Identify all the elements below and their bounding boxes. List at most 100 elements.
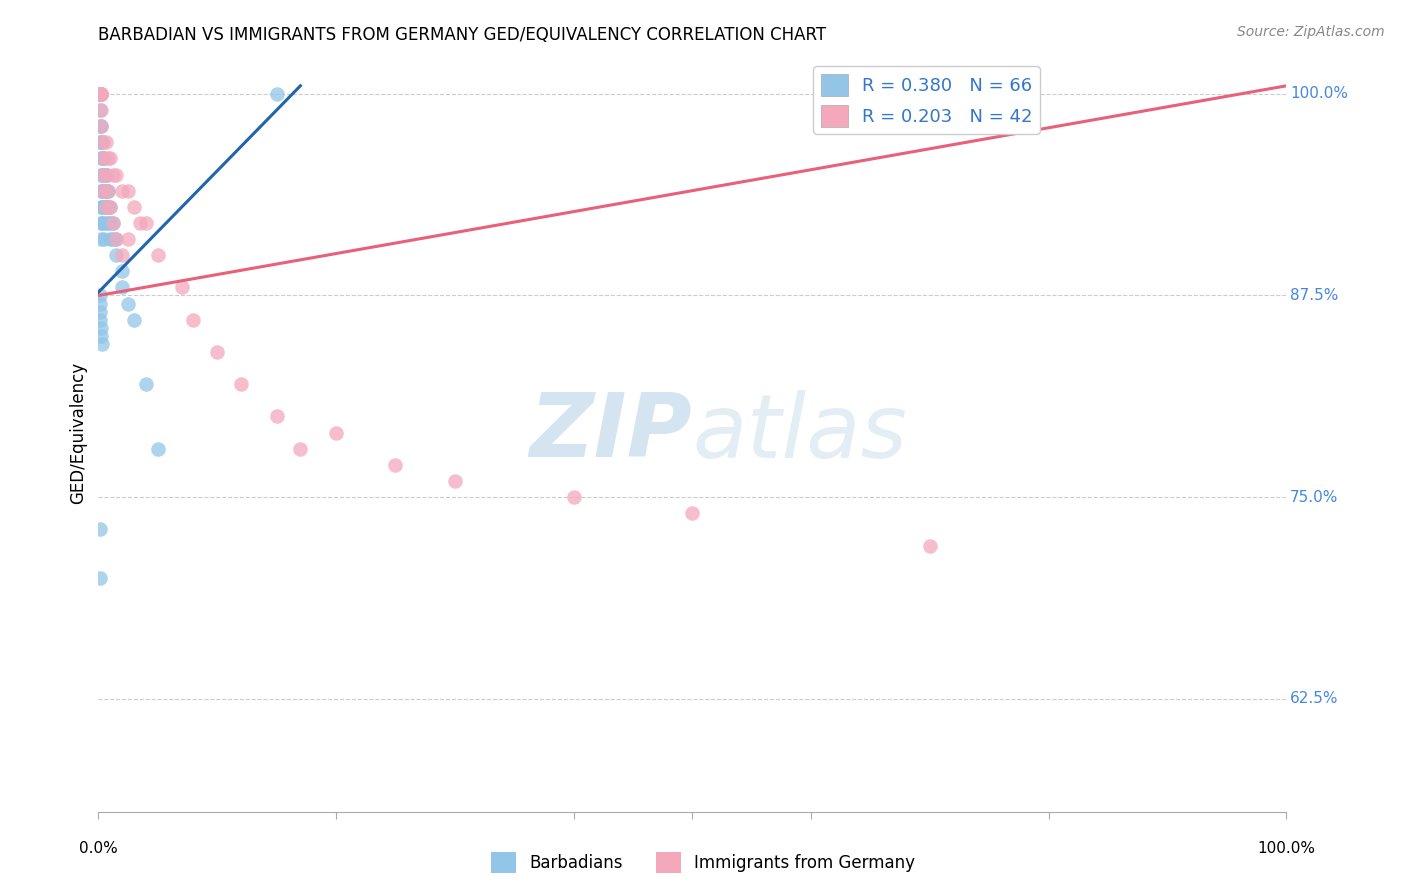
Point (93, 184, 115, 198)
Point (91, 184, 114, 198)
Point (105, 248, 128, 262)
Point (91, 168, 114, 182)
Point (91, 168, 114, 182)
Legend: Barbadians, Immigrants from Germany: Barbadians, Immigrants from Germany (484, 846, 922, 880)
Point (91, 135, 114, 149)
Point (91, 216, 114, 230)
Point (89, 135, 111, 149)
Point (98, 200, 121, 214)
Point (89, 87, 111, 101)
Point (90, 232, 112, 246)
Point (89, 288, 111, 302)
Point (105, 232, 128, 246)
Point (90, 87, 112, 101)
Point (93, 168, 115, 182)
Point (920, 539, 942, 553)
Point (89, 87, 111, 101)
Text: 87.5%: 87.5% (1291, 288, 1339, 303)
Text: Source: ZipAtlas.com: Source: ZipAtlas.com (1237, 25, 1385, 39)
Point (101, 216, 124, 230)
Text: BARBADIAN VS IMMIGRANTS FROM GERMANY GED/EQUIVALENCY CORRELATION CHART: BARBADIAN VS IMMIGRANTS FROM GERMANY GED… (98, 26, 827, 44)
Point (93, 200, 115, 214)
Point (90, 320, 112, 334)
Point (90, 87, 112, 101)
Point (146, 248, 169, 262)
Point (229, 377, 252, 392)
Text: 100.0%: 100.0% (1291, 87, 1348, 102)
Point (183, 312, 205, 326)
Point (97, 216, 120, 230)
Point (135, 377, 157, 392)
Point (89, 87, 111, 101)
Point (91, 152, 114, 166)
Point (105, 232, 128, 246)
Point (101, 216, 124, 230)
Point (89, 103, 111, 117)
Point (325, 425, 347, 440)
Point (90, 119, 112, 133)
Point (111, 248, 134, 262)
Point (89, 304, 111, 318)
Point (89, 571, 111, 585)
Point (90, 103, 112, 117)
Point (122, 312, 145, 326)
Point (90, 168, 112, 182)
Point (111, 280, 134, 294)
Text: 62.5%: 62.5% (1291, 691, 1339, 706)
Point (111, 184, 134, 198)
Point (94, 200, 117, 214)
Point (266, 87, 288, 101)
Point (90, 87, 112, 101)
Point (146, 442, 169, 456)
Point (129, 216, 152, 230)
Point (90, 184, 112, 198)
Point (96, 200, 118, 214)
Point (90, 87, 112, 101)
Point (91, 152, 114, 166)
Point (94, 216, 117, 230)
Point (90, 216, 112, 230)
Point (89, 119, 111, 133)
Point (89, 87, 111, 101)
Legend: R = 0.380   N = 66, R = 0.203   N = 42: R = 0.380 N = 66, R = 0.203 N = 42 (814, 66, 1040, 134)
Point (170, 280, 193, 294)
Point (266, 409, 288, 424)
Point (91, 216, 114, 230)
Point (91, 152, 114, 166)
Point (94, 168, 117, 182)
Point (89, 296, 111, 310)
Point (98, 232, 121, 246)
Point (91, 168, 114, 182)
Point (90, 135, 112, 149)
Point (90, 200, 112, 214)
Point (91, 200, 114, 214)
Point (111, 264, 134, 278)
Point (96, 168, 118, 182)
Point (444, 474, 467, 488)
Point (117, 232, 139, 246)
Text: 100.0%: 100.0% (1257, 841, 1316, 855)
Point (90, 328, 112, 343)
Point (117, 296, 139, 310)
Point (97, 184, 120, 198)
Point (90, 152, 112, 166)
Point (681, 506, 703, 520)
Point (98, 216, 121, 230)
Point (94, 184, 117, 198)
Point (101, 168, 124, 182)
Text: 0.0%: 0.0% (79, 841, 118, 855)
Text: 75.0%: 75.0% (1291, 490, 1339, 505)
Point (91, 184, 114, 198)
Point (89, 87, 111, 101)
Point (384, 458, 406, 472)
Point (90, 119, 112, 133)
Point (97, 184, 120, 198)
Point (122, 200, 145, 214)
Point (562, 490, 585, 504)
Point (97, 200, 120, 214)
Point (207, 345, 229, 359)
Point (290, 442, 312, 456)
Point (91, 184, 114, 198)
Point (91, 135, 114, 149)
Point (93, 232, 115, 246)
